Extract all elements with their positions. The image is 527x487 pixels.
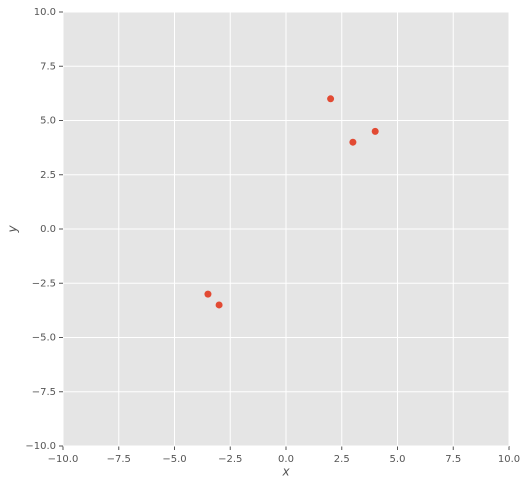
point [204, 290, 212, 298]
y-tick-label: −10.0 [25, 441, 56, 452]
x-tick-label: 5.0 [390, 454, 406, 465]
y-tick-label: 0.0 [40, 224, 56, 235]
y-tick-label: 10.0 [34, 7, 56, 18]
x-tick-label: −5.0 [162, 454, 186, 465]
y-tick-label: 7.5 [40, 61, 56, 72]
x-tick-label: 0.0 [278, 454, 294, 465]
x-tick-label: 2.5 [334, 454, 350, 465]
x-tick-label: 7.5 [445, 454, 461, 465]
y-tick-label: −2.5 [32, 278, 56, 289]
y-tick-label: −5.0 [32, 333, 56, 344]
point [349, 138, 357, 146]
y-tick-label: −7.5 [32, 387, 56, 398]
x-tick-label: −7.5 [107, 454, 131, 465]
x-tick-label: −10.0 [48, 454, 79, 465]
y-tick-label: 2.5 [40, 170, 56, 181]
x-axis-label: x [281, 465, 290, 479]
point [215, 301, 223, 309]
x-tick-label: 10.0 [498, 454, 520, 465]
point [371, 127, 379, 135]
y-axis-label: y [6, 225, 20, 234]
point [327, 95, 335, 103]
x-tick-label: −2.5 [218, 454, 242, 465]
y-tick-label: 5.0 [40, 116, 56, 127]
